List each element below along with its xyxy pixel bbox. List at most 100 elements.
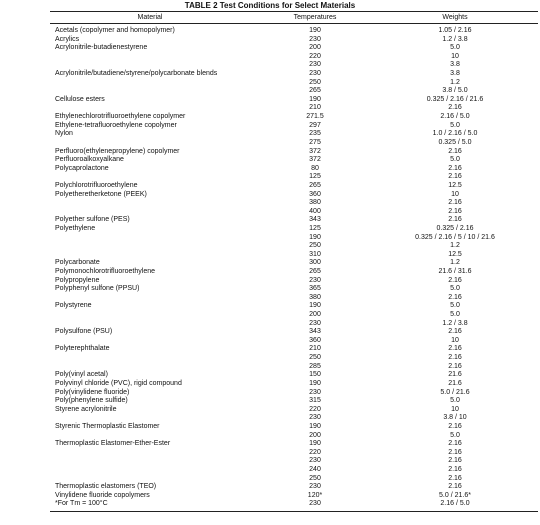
temperature-cell: 230 — [309, 500, 321, 508]
temperature-cell: 220 — [309, 52, 321, 60]
material-cell: Ethylene-tetrafluoroethylene copolymer — [55, 121, 177, 129]
weight-cell: 2.16 — [448, 164, 462, 172]
weight-cell: 2.16 — [448, 345, 462, 353]
weight-cell: 3.8 / 5.0 — [442, 87, 468, 95]
weight-cell: 2.16 — [448, 422, 462, 430]
weight-cell: 21.6 — [448, 379, 462, 387]
material-cell: *For Tm = 100°C — [55, 500, 108, 508]
weight-cell: 2.16 — [448, 207, 462, 215]
weight-cell: 10 — [451, 190, 459, 198]
temperature-cell: 220 — [309, 405, 321, 413]
temperature-cell: 235 — [309, 130, 321, 138]
temperature-cell: 190 — [309, 440, 321, 448]
material-cell: Polymonochlorotrifluoroethylene — [55, 268, 155, 275]
temperature-cell: 210 — [309, 104, 321, 112]
temperature-cell: 360 — [309, 190, 321, 198]
weight-cell: 0.325 / 2.16 — [436, 224, 474, 232]
weight-cell: 2.16 — [448, 199, 462, 207]
material-cell: Polyethylene — [55, 224, 96, 232]
temperature-cell: 250 — [309, 78, 321, 86]
temperature-cell: 230 — [309, 388, 321, 396]
weight-cell: 0.325 / 5.0 — [438, 138, 472, 146]
temperature-cell: 310 — [309, 250, 321, 258]
temperature-cell: 190 — [309, 233, 321, 241]
temperature-cell: 250 — [309, 242, 321, 250]
material-cell: Acrylonitrile/butadiene/styrene/polycarb… — [55, 70, 218, 78]
weight-cell: 1.2 — [450, 259, 460, 267]
temperature-cell: 250 — [309, 474, 321, 482]
material-cell: Polyterephthalate — [55, 345, 110, 353]
temperature-cell: 315 — [309, 397, 321, 405]
weight-cell: 12.5 — [448, 250, 462, 258]
weight-cell: 2.16 — [448, 354, 462, 362]
temperature-cell: 230 — [309, 414, 321, 422]
temperature-cell: 230 — [309, 319, 321, 327]
material-cell: Vinylidene fluoride copolymers — [55, 491, 150, 499]
temperature-cell: 200 — [309, 431, 321, 439]
weight-cell: 3.8 / 10 — [443, 414, 467, 422]
temperature-cell: 190 — [309, 95, 321, 103]
temperature-cell: 150 — [309, 371, 321, 379]
weight-cell: 5.0 — [450, 311, 460, 319]
weight-cell: 10 — [451, 405, 459, 413]
weight-cell: 21.6 — [448, 371, 462, 379]
temperature-cell: 190 — [309, 422, 321, 430]
weight-cell: 3.8 — [450, 61, 460, 69]
weight-cell: 2.16 / 5.0 — [440, 500, 470, 508]
weight-cell: 0.325 / 2.16 / 21.6 — [426, 95, 484, 103]
weight-cell: 5.0 — [450, 285, 460, 293]
weight-cell: 2.16 — [448, 276, 462, 284]
weight-cell: 1.0 / 2.16 / 5.0 — [432, 130, 478, 138]
temperature-cell: 271.5 — [306, 113, 324, 121]
material-cell: Polycarbonate — [55, 259, 100, 267]
weight-cell: 5.0 — [450, 44, 460, 52]
material-cell: Acrylics — [55, 35, 80, 43]
weight-cell: 2.16 / 5.0 — [440, 113, 470, 121]
material-cell: Thermoplastic Elastomer-Ether-Ester — [55, 440, 171, 448]
temperature-cell: 380 — [309, 293, 321, 301]
temperature-cell: 372 — [309, 147, 321, 155]
temperature-cell: 210 — [309, 345, 321, 353]
weight-cell: 1.2 / 3.8 — [442, 319, 468, 327]
temperature-cell: 372 — [309, 156, 321, 164]
weight-cell: 12.5 — [448, 181, 462, 189]
weight-cell: 1.2 / 3.8 — [442, 35, 468, 43]
temperature-cell: 125 — [309, 173, 321, 181]
material-cell: Styrenic Thermoplastic Elastomer — [55, 422, 160, 430]
temperature-cell: 240 — [309, 465, 321, 473]
material-cell: Polyether sulfone (PES) — [55, 216, 130, 224]
weight-cell: 5.0 / 21.6* — [439, 491, 471, 499]
weight-cell: 2.16 — [448, 483, 462, 491]
material-cell: Poly(vinylidene fluoride) — [55, 388, 130, 396]
material-cell: Polyvinyl chloride (PVC), rigid compound — [55, 379, 182, 387]
material-cell: Poly(vinyl acetal) — [55, 371, 108, 379]
temperature-cell: 265 — [309, 181, 321, 189]
header-cell: Material — [137, 14, 163, 21]
weight-cell: 10 — [451, 52, 459, 60]
rule — [50, 511, 538, 512]
temperature-cell: 343 — [309, 328, 321, 336]
material-cell: Perfluoro(ethylenepropylene) copolymer — [55, 147, 180, 155]
temperature-cell: 200 — [309, 311, 321, 319]
temperature-cell: 230 — [309, 35, 321, 43]
temperature-cell: 190 — [309, 379, 321, 387]
temperature-cell: 230 — [309, 61, 321, 69]
weight-cell: 0.325 / 2.16 / 5 / 10 / 21.6 — [415, 233, 495, 241]
weight-cell: 2.16 — [448, 362, 462, 370]
material-cell: Perfluoroalkoxyalkane — [55, 156, 124, 164]
weight-cell: 5.0 — [450, 431, 460, 439]
material-cell: Polysulfone (PSU) — [55, 328, 113, 336]
material-cell: Polyphenyl sulfone (PPSU) — [55, 285, 140, 293]
weight-cell: 5.0 — [450, 397, 460, 405]
rule — [50, 11, 538, 12]
weight-cell: 2.16 — [448, 328, 462, 336]
temperature-cell: 297 — [309, 121, 321, 129]
header-cell: Weights — [442, 14, 468, 21]
weight-cell: 10 — [451, 336, 459, 344]
temperature-cell: 80 — [311, 164, 319, 172]
temperature-cell: 230 — [309, 276, 321, 284]
temperature-cell: 230 — [309, 457, 321, 465]
temperature-cell: 120* — [307, 491, 323, 499]
weight-cell: 1.05 / 2.16 — [438, 27, 472, 34]
